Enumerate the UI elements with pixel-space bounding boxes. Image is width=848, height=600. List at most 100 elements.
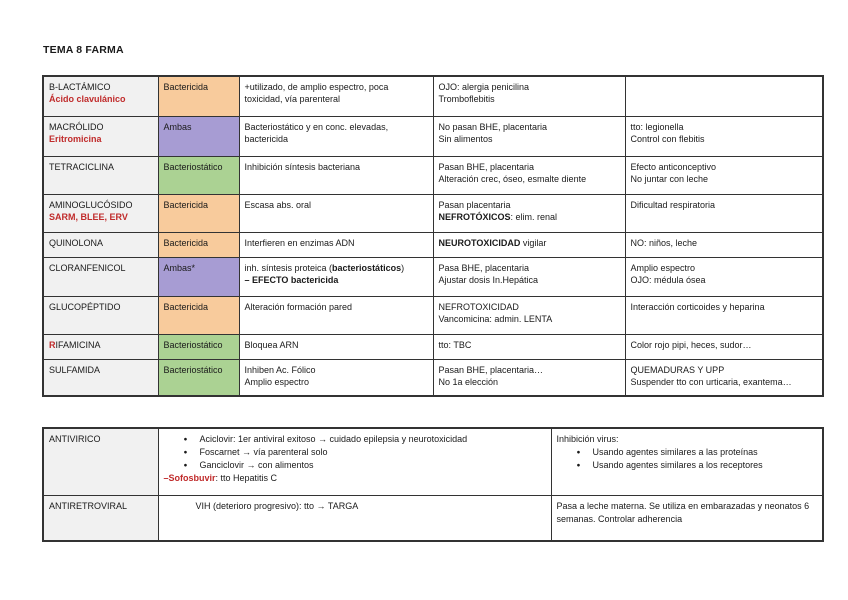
note-line: No juntar con leche xyxy=(630,173,709,184)
mechanism-text: ) xyxy=(401,262,405,273)
page-title: TEMA 8 FARMA xyxy=(43,44,124,56)
note-line: Amplio espectro xyxy=(630,262,696,273)
warnings-cell: Pasa BHE, placentaria Ajustar dosis In.H… xyxy=(432,256,626,297)
therapy-details-cell: ● Aciclovir: 1er antiviral exitoso → cui… xyxy=(157,427,552,496)
warnings-cell: OJO: alergia penicilina Tromboflebitis xyxy=(432,75,626,117)
note-line: QUEMADURAS Y UPP xyxy=(630,364,725,375)
mechanism-cell: inh. síntesis proteica (bacteriostáticos… xyxy=(238,256,434,297)
mechanism-text: Alteración formación pared xyxy=(244,301,353,312)
notes-cell: tto: legionella Control con flebitis xyxy=(624,115,824,157)
mechanism-cell: Bacteriostático y en conc. elevadas, bac… xyxy=(238,115,434,157)
antivirals-table: ANTIVIRICO ● Aciclovir: 1er antiviral ex… xyxy=(42,427,824,542)
note-line: Suspender tto con urticaria, exantema… xyxy=(630,376,792,387)
action-type-label: Bactericida xyxy=(163,237,209,248)
warning-line: NEFROTOXICIDAD xyxy=(438,301,519,312)
action-type-cell: Bactericida xyxy=(157,231,240,258)
note-line: Interacción corticoides y heparina xyxy=(630,301,765,312)
bullet-text: Ganciclovir → con alimentos xyxy=(199,460,314,470)
drug-example-red: Eritromicina xyxy=(49,133,102,144)
drug-class-name: AMINOGLUCÓSIDO xyxy=(49,199,133,210)
drug-class-cell: AMINOGLUCÓSIDO SARM, BLEE, ERV xyxy=(42,193,159,233)
mechanism-text: +utilizado, de amplio espectro, poca tox… xyxy=(244,82,389,104)
therapy-class-name: ANTIVIRICO xyxy=(49,434,101,444)
note-line: Color rojo pipi, heces, sudor… xyxy=(630,339,752,350)
note-line: tto: legionella xyxy=(630,121,684,132)
table-row: AMINOGLUCÓSIDO SARM, BLEE, ERV Bacterici… xyxy=(42,193,824,233)
bullet-icon: ● xyxy=(576,462,581,469)
note-line: Dificultad respiratoria xyxy=(630,199,716,210)
bullet-text: Foscarnet → vía parenteral solo xyxy=(199,447,328,457)
drug-class-name: CLORANFENICOL xyxy=(49,262,126,273)
mechanism-text: Bloquea ARN xyxy=(244,339,299,350)
table-row: ANTIVIRICO ● Aciclovir: 1er antiviral ex… xyxy=(42,427,824,496)
action-type-cell: Bactericida xyxy=(157,295,240,335)
action-type-cell: Ambas* xyxy=(157,256,240,297)
warning-line: Tromboflebitis xyxy=(438,94,495,104)
action-type-cell: Bacteriostático xyxy=(157,333,240,360)
table-row: SULFAMIDA Bacteriostático Inhiben Ac. Fó… xyxy=(42,358,824,397)
action-type-cell: Bacteriostático xyxy=(157,155,240,195)
warning-line: : elim. renal xyxy=(510,211,558,222)
notes-cell xyxy=(624,75,824,117)
mechanism-text: Inhiben Ac. Fólico xyxy=(244,364,316,375)
notes-cell: QUEMADURAS Y UPP Suspender tto con urtic… xyxy=(624,358,824,397)
mechanism-text: Amplio espectro xyxy=(244,376,310,387)
action-type-cell: Bacteriostático xyxy=(157,358,240,397)
footnote-text: : tto Hepatitis C xyxy=(215,473,278,483)
drug-class-cell: MACRÓLIDO Eritromicina xyxy=(42,115,159,157)
therapy-class-name: ANTIRETROVIRAL xyxy=(49,500,128,511)
mechanism-cell: Alteración formación pared xyxy=(238,295,434,335)
warning-line: Pasan placentaria xyxy=(438,199,511,210)
notes-cell: Amplio espectro OJO: médula ósea xyxy=(624,256,824,297)
warning-line: Vancomicina: admin. LENTA xyxy=(438,313,553,324)
warning-emphasis: NEFROTÓXICOS xyxy=(438,211,511,222)
therapy-details-cell: VIH (deterioro progresivo): tto → TARGA xyxy=(157,494,552,542)
table-row: ANTIRETROVIRAL VIH (deterioro progresivo… xyxy=(42,494,824,542)
action-type-label: Bacteriostático xyxy=(163,364,223,375)
warning-line: vigilar xyxy=(520,237,547,248)
drug-example-red: Ácido clavulánico xyxy=(49,94,126,104)
drug-class-name: QUINOLONA xyxy=(49,237,104,248)
drug-example-red: SARM, BLEE, ERV xyxy=(49,211,128,222)
therapy-class-cell: ANTIRETROVIRAL xyxy=(42,494,159,542)
table-row: B-LACTÁMICO Ácido clavulánico Bactericid… xyxy=(42,75,824,117)
drug-class-name: SULFAMIDA xyxy=(49,364,101,375)
warning-line: Pasan BHE, placentaria… xyxy=(438,364,544,375)
drug-class-name: B-LACTÁMICO xyxy=(49,82,111,92)
action-type-cell: Bactericida xyxy=(157,193,240,233)
warnings-cell: tto: TBC xyxy=(432,333,626,360)
notes-cell: NO: niños, leche xyxy=(624,231,824,258)
note-line: Control con flebitis xyxy=(630,133,705,144)
mechanism-text: Escasa abs. oral xyxy=(244,199,312,210)
warning-line: No pasan BHE, placentaria xyxy=(438,121,548,132)
lactation-note-cell: Pasa a leche materna. Se utiliza en emba… xyxy=(550,494,824,542)
inhibition-title: Inhibición virus: xyxy=(556,434,619,444)
action-type-label: Ambas xyxy=(163,121,192,132)
table-row: GLUCOPÉPTIDO Bactericida Alteración form… xyxy=(42,295,824,335)
warning-line: Alteración crec, óseo, esmalte diente xyxy=(438,173,587,184)
antibiotics-table: B-LACTÁMICO Ácido clavulánico Bactericid… xyxy=(42,75,824,397)
bullet-text: Aciclovir: 1er antiviral exitoso → cuida… xyxy=(199,434,468,444)
notes-cell: Color rojo pipi, heces, sudor… xyxy=(624,333,824,360)
table-row: RIFAMICINA Bacteriostático Bloquea ARN t… xyxy=(42,333,824,360)
mechanism-text: Bacteriostático y en conc. elevadas, bac… xyxy=(244,121,389,144)
drug-class-cell: GLUCOPÉPTIDO xyxy=(42,295,159,335)
action-type-label: Bactericida xyxy=(163,82,209,92)
table-row: MACRÓLIDO Eritromicina Ambas Bacteriostá… xyxy=(42,115,824,157)
note-line: OJO: médula ósea xyxy=(630,274,706,285)
note-line: Pasa a leche materna. Se utiliza en emba… xyxy=(556,500,810,524)
drug-class-cell: SULFAMIDA xyxy=(42,358,159,397)
warnings-cell: Pasan placentaria NEFROTÓXICOS: elim. re… xyxy=(432,193,626,233)
mechanism-cell: +utilizado, de amplio espectro, poca tox… xyxy=(238,75,434,117)
bullet-text: Usando agentes similares a los receptore… xyxy=(592,460,763,470)
mechanism-cell: Interfieren en enzimas ADN xyxy=(238,231,434,258)
action-type-label: Bacteriostático xyxy=(163,161,223,172)
warning-line: No 1a elección xyxy=(438,376,499,387)
drug-class-cell: TETRACICLINA xyxy=(42,155,159,195)
mechanism-text: Inhibición síntesis bacteriana xyxy=(244,161,361,172)
warning-line: Sin alimentos xyxy=(438,133,493,144)
warnings-cell: NEFROTOXICIDAD Vancomicina: admin. LENTA xyxy=(432,295,626,335)
drug-example-red: –Sofosbuvir xyxy=(163,473,216,483)
warnings-cell: Pasan BHE, placentaria Alteración crec, … xyxy=(432,155,626,195)
warning-line: Ajustar dosis In.Hepática xyxy=(438,274,539,285)
